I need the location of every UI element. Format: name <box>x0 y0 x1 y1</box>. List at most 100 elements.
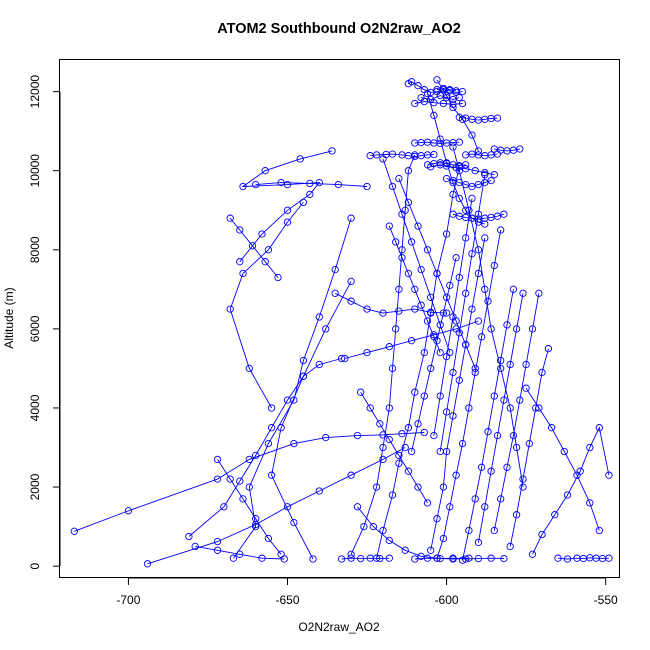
x-tick-label: -600 <box>435 593 459 607</box>
data-point <box>586 443 594 452</box>
data-point <box>433 86 441 94</box>
data-point <box>452 87 460 95</box>
data-point <box>411 139 419 147</box>
data-point <box>512 511 521 519</box>
data-point <box>252 515 260 523</box>
data-point <box>404 269 413 278</box>
data-point <box>462 165 470 173</box>
data-point <box>487 325 495 333</box>
data-point <box>423 161 432 169</box>
data-point <box>471 368 479 377</box>
data-point <box>353 431 362 440</box>
data-point <box>236 226 244 234</box>
series-39 <box>411 554 508 563</box>
series-line <box>74 432 425 532</box>
data-point <box>258 230 266 238</box>
data-point <box>481 234 489 242</box>
data-point <box>392 238 400 246</box>
series-4 <box>229 214 355 562</box>
data-point <box>328 147 336 155</box>
data-point <box>516 396 524 404</box>
data-point <box>420 348 428 357</box>
data-point <box>427 293 435 301</box>
data-point <box>465 526 473 535</box>
data-point <box>267 424 276 432</box>
data-point <box>414 483 422 491</box>
data-point <box>280 555 288 563</box>
data-point <box>458 115 467 123</box>
data-point <box>449 161 457 169</box>
data-point <box>220 503 228 511</box>
data-point <box>442 447 451 456</box>
series-line <box>255 182 368 187</box>
series-46 <box>433 76 483 155</box>
data-point <box>143 560 152 568</box>
data-point <box>299 356 308 365</box>
series-47 <box>252 178 371 191</box>
data-point <box>487 114 495 123</box>
data-point <box>388 364 397 373</box>
data-point <box>420 392 428 400</box>
data-point <box>525 439 533 448</box>
data-point <box>509 431 518 440</box>
data-point <box>449 103 457 112</box>
data-point <box>497 495 505 503</box>
data-point <box>404 424 413 432</box>
series-41 <box>357 388 432 507</box>
series-42 <box>385 222 444 357</box>
x-tick-label: -700 <box>116 593 140 607</box>
data-point <box>226 214 234 222</box>
data-point <box>535 404 543 412</box>
data-point <box>417 265 425 274</box>
data-point <box>423 499 432 507</box>
series-line <box>525 387 600 531</box>
data-point <box>417 301 425 309</box>
data-point <box>407 337 416 345</box>
data-point <box>595 526 603 535</box>
data-point <box>430 111 438 120</box>
data-point <box>563 491 572 499</box>
data-point <box>411 305 419 313</box>
data-point <box>283 218 292 226</box>
data-point <box>427 546 435 554</box>
data-point <box>366 554 374 562</box>
series-34 <box>430 194 476 440</box>
data-point <box>468 214 476 222</box>
y-tick-label: 2000 <box>28 473 42 500</box>
series-37 <box>341 317 483 363</box>
data-point <box>411 388 419 396</box>
series-line <box>477 293 524 543</box>
data-point <box>347 471 355 479</box>
data-point <box>236 258 244 266</box>
data-point <box>528 550 537 558</box>
series-30 <box>395 174 479 373</box>
series-line <box>195 545 285 560</box>
data-point <box>191 542 199 551</box>
data-point <box>248 242 257 250</box>
series-50 <box>191 542 288 563</box>
data-point <box>471 364 479 373</box>
data-point <box>560 447 568 456</box>
data-point <box>449 412 457 420</box>
series-line <box>414 557 504 560</box>
data-point <box>427 95 435 104</box>
data-point <box>283 206 292 214</box>
data-point <box>315 178 323 187</box>
data-point <box>385 404 393 412</box>
data-point <box>258 554 266 562</box>
data-point <box>433 515 441 523</box>
y-tick-label: 6000 <box>28 315 42 342</box>
data-point <box>551 511 559 519</box>
series-line <box>452 213 505 220</box>
data-point <box>366 404 374 412</box>
data-point <box>465 404 473 412</box>
data-point <box>506 404 514 412</box>
data-point <box>465 554 473 562</box>
x-tick-label: -550 <box>594 593 618 607</box>
data-point <box>598 554 607 563</box>
series-line <box>376 166 460 559</box>
data-point <box>462 161 470 169</box>
data-point <box>522 360 530 369</box>
data-point <box>226 305 234 313</box>
series-49 <box>213 455 285 558</box>
